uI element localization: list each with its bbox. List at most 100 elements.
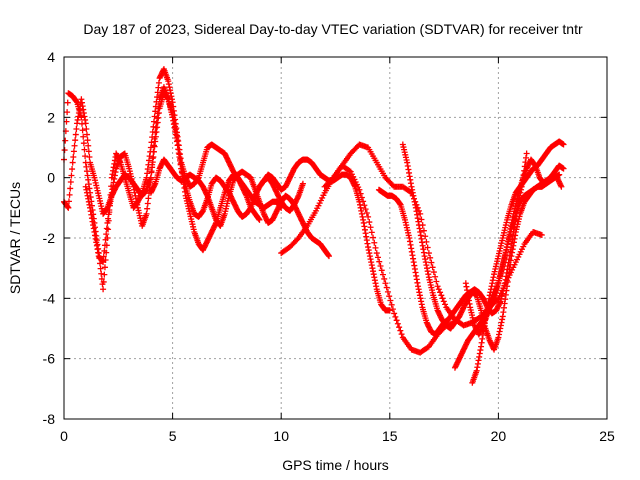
data-point	[440, 298, 447, 305]
data-point	[428, 259, 435, 266]
data-point	[417, 210, 424, 217]
data-point	[384, 288, 391, 295]
data-point	[430, 269, 437, 276]
data-point	[432, 273, 439, 280]
data-point	[538, 231, 545, 238]
data-point	[79, 127, 86, 134]
data-point	[299, 180, 306, 187]
data-point	[366, 219, 373, 226]
data-point	[386, 307, 393, 314]
data-point	[148, 168, 155, 175]
data-point	[100, 253, 107, 260]
data-point	[558, 183, 565, 190]
data-point	[372, 244, 379, 251]
x-tick-label: 0	[60, 428, 68, 444]
data-point	[392, 313, 399, 320]
data-point	[393, 317, 400, 324]
data-point	[357, 190, 364, 197]
data-point	[373, 250, 380, 257]
data-point	[383, 284, 390, 291]
data-point	[101, 247, 108, 254]
data-point	[147, 179, 154, 186]
data-point	[150, 142, 157, 149]
data-point	[149, 155, 156, 162]
data-point	[150, 148, 157, 155]
data-point	[362, 206, 369, 213]
data-point	[398, 331, 405, 338]
data-point	[103, 231, 110, 238]
data-point	[72, 137, 79, 144]
data-point	[102, 236, 109, 243]
y-tick-label: 2	[47, 109, 55, 125]
data-point	[101, 271, 108, 278]
data-point	[442, 301, 449, 308]
data-point	[143, 210, 150, 217]
data-point	[523, 150, 530, 157]
data-point	[105, 226, 112, 233]
data-point	[98, 270, 105, 277]
data-point	[65, 204, 72, 211]
data-point	[377, 263, 384, 270]
series-arc-4	[147, 156, 332, 260]
data-point	[382, 280, 389, 287]
data-point	[361, 202, 368, 209]
data-point	[62, 137, 69, 144]
data-point	[381, 275, 388, 282]
data-point	[420, 227, 427, 234]
data-point	[61, 147, 68, 154]
data-point	[69, 166, 76, 173]
axis-ticks: 0 5 10 15 20 25 -8 -6 -4 -2 0 2 4	[43, 49, 615, 444]
x-tick-label: 15	[382, 428, 398, 444]
data-point	[363, 210, 370, 217]
data-point	[439, 295, 446, 302]
data-point	[375, 254, 382, 261]
data-point	[325, 253, 332, 260]
series-arc-3	[82, 84, 306, 266]
data-point	[367, 224, 374, 231]
data-point	[346, 167, 353, 174]
data-point	[144, 200, 151, 207]
x-tick-label: 5	[169, 428, 177, 444]
data-point	[147, 174, 154, 181]
x-axis-title: GPS time / hours	[282, 457, 389, 473]
data-point	[72, 131, 79, 138]
data-point	[64, 99, 71, 106]
data-point	[391, 310, 398, 317]
data-point	[66, 191, 73, 198]
data-point	[97, 265, 104, 272]
data-point	[358, 194, 365, 201]
data-point	[67, 185, 74, 192]
data-point	[101, 242, 108, 249]
data-point	[427, 254, 434, 261]
data-point	[147, 144, 154, 151]
data-point	[389, 306, 396, 313]
data-point	[148, 139, 155, 146]
data-point	[145, 195, 152, 202]
data-point	[371, 239, 378, 246]
data-point	[379, 271, 386, 278]
data-point	[437, 289, 444, 296]
data-point	[370, 234, 377, 241]
data-point	[388, 301, 395, 308]
data-point	[394, 320, 401, 327]
data-point	[560, 165, 567, 172]
data-point	[560, 141, 567, 148]
data-point	[81, 146, 88, 153]
data-point	[64, 109, 71, 116]
data-point	[378, 267, 385, 274]
data-point	[365, 213, 372, 220]
data-point	[80, 140, 87, 147]
data-point	[84, 137, 91, 144]
y-tick-label: -4	[43, 290, 56, 306]
data-point	[65, 198, 72, 205]
data-point	[100, 259, 107, 266]
data-point	[435, 286, 442, 293]
series-arc-1	[61, 66, 263, 293]
data-point	[433, 278, 440, 285]
data-point	[149, 161, 156, 168]
data-point	[85, 148, 92, 155]
data-point	[397, 327, 404, 334]
data-marks	[61, 66, 567, 386]
y-tick-label: -8	[43, 411, 56, 427]
